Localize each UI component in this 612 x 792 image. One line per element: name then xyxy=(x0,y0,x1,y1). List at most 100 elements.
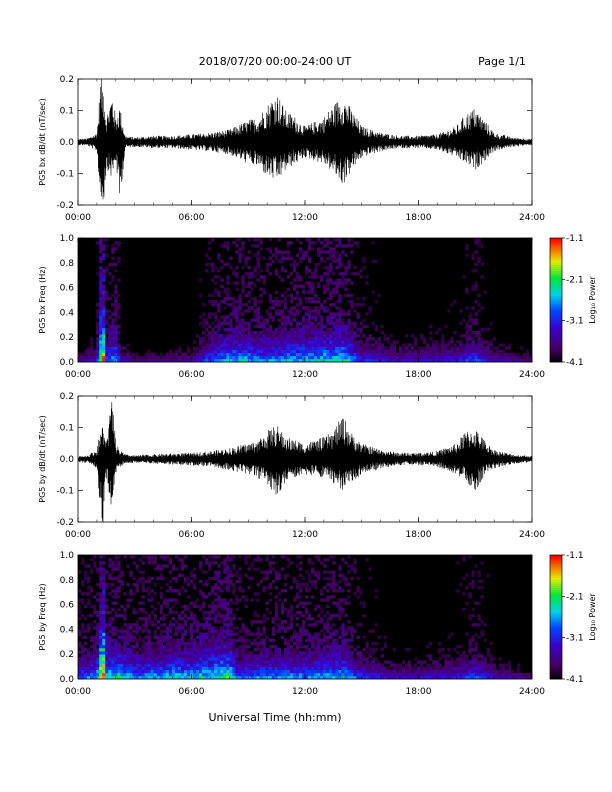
spectrogram-cell xyxy=(211,648,215,652)
spectrogram-cell xyxy=(308,340,312,344)
spectrogram-cell xyxy=(471,672,475,677)
spectrogram-cell xyxy=(268,315,273,319)
spectrogram-cell xyxy=(314,654,318,658)
spectrogram-cell xyxy=(301,601,306,605)
spectrogram-cell xyxy=(438,346,442,350)
spectrogram-cell xyxy=(271,315,276,319)
spectrogram-cell xyxy=(335,589,339,593)
spectrogram-cell xyxy=(205,654,209,658)
spectrogram-cell xyxy=(341,321,345,326)
spectrogram-cell xyxy=(123,675,127,680)
y-tick-label: -0.1 xyxy=(56,170,74,180)
spectrogram-cell xyxy=(268,334,273,338)
spectrogram-cell xyxy=(229,570,233,574)
spectrogram-cell xyxy=(386,672,391,677)
spectrogram-cell xyxy=(99,358,103,363)
spectrogram-cell xyxy=(114,629,118,633)
spectrogram-cell xyxy=(171,663,176,667)
spectrogram-cell xyxy=(483,349,487,353)
spectrogram-cell xyxy=(153,657,157,661)
spectrogram-cell xyxy=(289,669,294,674)
spectrogram-cell xyxy=(217,598,221,602)
spectrogram-cell xyxy=(244,595,248,599)
spectrogram-cell xyxy=(150,358,154,363)
spectrogram-cell xyxy=(292,654,297,658)
spectrogram-cell xyxy=(338,601,342,605)
spectrogram-cell xyxy=(459,666,463,670)
spectrogram-cell xyxy=(177,558,182,562)
spectrogram-cell xyxy=(344,629,348,633)
spectrogram-cell xyxy=(144,355,148,360)
spectrogram-cell xyxy=(102,296,106,301)
spectrogram-cell xyxy=(214,582,218,587)
spectrogram-cell xyxy=(480,340,484,344)
spectrogram-cell xyxy=(108,648,112,652)
spectrogram-cell xyxy=(259,666,263,670)
spectrogram-cell xyxy=(232,617,236,621)
spectrogram-cell xyxy=(117,331,121,335)
spectrogram-cell xyxy=(410,355,415,360)
spectrogram-cell xyxy=(329,281,333,285)
spectrogram-cell xyxy=(274,576,279,581)
spectrogram-cell xyxy=(199,561,203,565)
spectrogram-cell xyxy=(180,604,185,608)
spectrogram-cell xyxy=(117,586,121,590)
spectrogram-cell xyxy=(353,346,357,350)
spectrogram-cell xyxy=(341,281,345,285)
spectrogram-cell xyxy=(329,632,333,636)
spectrogram-cell xyxy=(211,666,215,670)
spectrogram-cell xyxy=(477,241,481,245)
spectrogram-cell xyxy=(250,598,254,602)
spectrogram-cell xyxy=(153,607,157,612)
spectrogram-cell xyxy=(99,632,103,636)
spectrogram-cell xyxy=(84,570,88,574)
spectrogram-cell xyxy=(141,579,145,584)
spectrogram-cell xyxy=(189,617,194,621)
spectrogram-cell xyxy=(295,651,300,655)
spectrogram-cell xyxy=(462,651,466,655)
spectrogram-cell xyxy=(395,675,400,680)
spectrogram-cell xyxy=(259,620,263,624)
spectrogram-cell xyxy=(317,573,321,577)
spectrogram-cell xyxy=(268,570,273,574)
spectrogram-cell xyxy=(329,644,333,649)
spectrogram-cell xyxy=(108,573,112,577)
spectrogram-cell xyxy=(504,672,509,677)
spectrogram-cell xyxy=(244,641,248,646)
spectrogram-cell xyxy=(217,324,221,329)
spectrogram-cell xyxy=(353,672,357,677)
spectrogram-cell xyxy=(320,592,324,596)
spectrogram-cell xyxy=(117,595,121,599)
spectrogram-cell xyxy=(132,675,136,680)
spectrogram-cell xyxy=(347,349,351,353)
spectrogram-cell xyxy=(308,315,312,319)
spectrogram-cell xyxy=(492,666,496,670)
spectrogram-cell xyxy=(211,340,215,344)
spectrogram-cell xyxy=(205,570,209,574)
spectrogram-cell xyxy=(189,660,194,664)
spectrogram-cell xyxy=(214,626,218,630)
spectrogram-cell xyxy=(259,641,263,646)
spectrogram-cell xyxy=(223,352,227,357)
spectrogram-cell xyxy=(301,666,306,670)
spectrogram-cell xyxy=(111,638,115,643)
spectrogram-cell xyxy=(193,654,197,658)
spectrogram-cell xyxy=(217,666,221,670)
spectrogram-cell xyxy=(368,309,372,313)
spectrogram-cell xyxy=(274,654,279,658)
spectrogram-cell xyxy=(159,610,164,615)
spectrogram-cell xyxy=(323,238,327,242)
spectrogram-cell xyxy=(435,355,439,360)
spectrogram-cell xyxy=(341,340,345,344)
colorbar-swatch xyxy=(550,275,562,278)
spectrogram-cell xyxy=(259,241,263,245)
spectrogram-cell xyxy=(129,632,133,636)
spectrogram-cell xyxy=(253,300,257,304)
spectrogram-cell xyxy=(295,660,300,664)
spectrogram-cell xyxy=(371,629,375,633)
spectrogram-cell xyxy=(295,358,300,363)
spectrogram-cell xyxy=(193,641,197,646)
spectrogram-cell xyxy=(105,644,109,649)
spectrogram-cell xyxy=(229,324,233,329)
spectrogram-cell xyxy=(332,352,336,357)
